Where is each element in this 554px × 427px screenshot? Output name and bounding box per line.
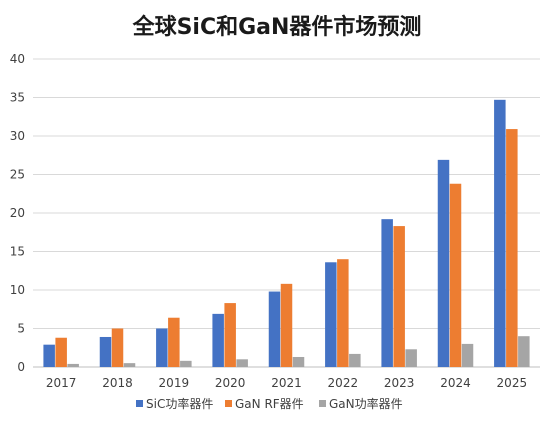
x-tick-label: 2018 bbox=[102, 376, 133, 390]
bar bbox=[349, 353, 361, 367]
legend-swatch bbox=[225, 400, 232, 407]
bar bbox=[461, 343, 474, 367]
x-tick-label: 2019 bbox=[159, 376, 190, 390]
bar bbox=[67, 363, 79, 367]
y-tick-label: 25 bbox=[10, 168, 25, 182]
bars bbox=[43, 99, 530, 367]
bar bbox=[268, 291, 281, 367]
bar bbox=[180, 360, 192, 367]
x-tick-label: 2020 bbox=[215, 376, 246, 390]
y-tick-label: 15 bbox=[10, 245, 25, 259]
x-tick-label: 2021 bbox=[271, 376, 302, 390]
bar bbox=[156, 328, 168, 367]
bar bbox=[494, 99, 506, 367]
bar bbox=[381, 219, 393, 367]
bar bbox=[99, 336, 112, 367]
bar bbox=[43, 344, 55, 367]
bar bbox=[55, 337, 67, 367]
legend-label: GaN RF器件 bbox=[235, 397, 304, 411]
x-tick-label: 2017 bbox=[46, 376, 77, 390]
y-tick-label: 0 bbox=[17, 360, 25, 374]
y-tick-label: 30 bbox=[10, 129, 25, 143]
bar bbox=[224, 303, 236, 367]
bar bbox=[168, 317, 180, 367]
x-tick-label: 2023 bbox=[384, 376, 415, 390]
bar bbox=[212, 313, 224, 367]
y-tick-label: 10 bbox=[10, 283, 25, 297]
y-tick-label: 35 bbox=[10, 91, 25, 105]
bar bbox=[111, 328, 124, 367]
bar bbox=[337, 259, 349, 367]
bar bbox=[449, 183, 462, 367]
legend: SiC功率器件 GaN RF器件 GaN功率器件 bbox=[136, 396, 403, 411]
legend-label: GaN功率器件 bbox=[329, 396, 403, 411]
bar bbox=[280, 283, 293, 367]
x-tick-label: 2024 bbox=[440, 376, 471, 390]
y-tick-label: 40 bbox=[10, 52, 25, 66]
bar bbox=[506, 129, 518, 367]
y-axis: 0 5 10 15 20 25 30 35 40 bbox=[10, 52, 25, 374]
bar bbox=[518, 336, 530, 367]
legend-label: SiC功率器件 bbox=[146, 396, 213, 411]
bar bbox=[437, 159, 450, 367]
bar bbox=[236, 359, 248, 367]
bar bbox=[292, 356, 305, 367]
y-tick-label: 20 bbox=[10, 206, 25, 220]
x-tick-label: 2022 bbox=[328, 376, 359, 390]
bar bbox=[123, 363, 136, 367]
bar bbox=[405, 349, 417, 367]
bar bbox=[325, 262, 337, 367]
legend-swatch bbox=[136, 400, 143, 407]
bar bbox=[393, 226, 405, 367]
legend-swatch bbox=[319, 400, 326, 407]
x-axis: 2017 2018 2019 2020 2021 2022 2023 2024 2025 bbox=[46, 376, 527, 390]
x-tick-label: 2025 bbox=[497, 376, 528, 390]
chart-title: 全球SiC和GaN器件市场预测 bbox=[132, 14, 422, 40]
y-tick-label: 5 bbox=[17, 322, 25, 336]
